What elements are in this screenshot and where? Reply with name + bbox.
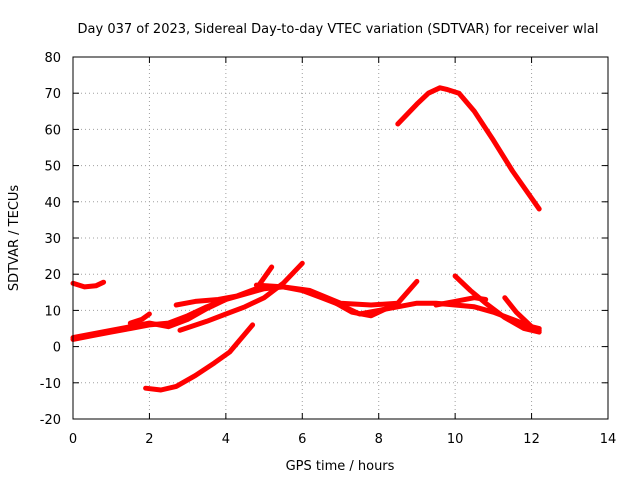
x-tick-label: 12 [523, 432, 540, 447]
x-tick-label: 2 [145, 432, 153, 447]
x-tick-label: 14 [600, 432, 617, 447]
x-axis-label: GPS time / hours [286, 459, 395, 474]
y-tick-label: 20 [44, 268, 61, 283]
chart-title: Day 037 of 2023, Sidereal Day-to-day VTE… [78, 22, 599, 37]
x-tick-label: 0 [69, 432, 77, 447]
series-track-3 [70, 297, 229, 342]
y-tick-label: 60 [44, 123, 61, 138]
y-axis-label: SDTVAR / TECUs [7, 185, 22, 292]
series-layer [70, 85, 542, 393]
grid-layer [73, 57, 608, 419]
x-tick-label: 8 [375, 432, 383, 447]
y-tick-label: 10 [44, 304, 61, 319]
y-tick-label: 80 [44, 51, 61, 66]
y-tick-label: 40 [44, 196, 61, 211]
y-tick-label: 30 [44, 232, 61, 247]
y-tick-label: 0 [53, 341, 61, 356]
series-track-10 [395, 85, 542, 212]
series-track-12 [452, 273, 542, 335]
plot-frame [72, 56, 609, 420]
series-track-4 [127, 311, 152, 326]
x-tick-label: 6 [298, 432, 306, 447]
y-tick-label: -20 [40, 413, 61, 428]
series-track-1 [70, 279, 107, 290]
series-track-2 [70, 284, 542, 341]
series-track-6 [177, 260, 305, 333]
series-track-9 [330, 298, 393, 319]
x-tick-label: 4 [222, 432, 230, 447]
series-track-7 [143, 322, 256, 393]
series-track-13 [502, 295, 542, 333]
y-tick-label: 70 [44, 87, 61, 102]
y-tick-label: 50 [44, 160, 61, 175]
y-tick-label: -10 [40, 377, 61, 392]
x-tick-label: 10 [447, 432, 464, 447]
tick-layer: 0 2 4 6 8 10 12 14 -20 -10 0 10 20 30 40 50 60 70 80 [40, 51, 617, 447]
